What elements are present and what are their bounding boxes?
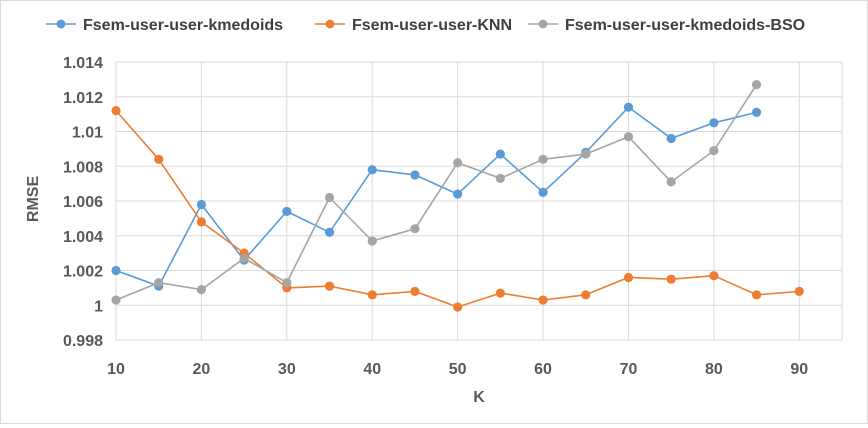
data-point bbox=[623, 132, 634, 142]
data-point bbox=[154, 154, 164, 164]
series-3 bbox=[111, 79, 762, 305]
data-point bbox=[453, 158, 463, 168]
data-point bbox=[794, 286, 804, 296]
x-tick-label: 10 bbox=[107, 361, 125, 378]
data-point bbox=[324, 227, 335, 237]
data-point bbox=[196, 199, 207, 210]
y-tick-label: 1.006 bbox=[63, 194, 103, 211]
data-point bbox=[538, 154, 548, 164]
data-point bbox=[196, 217, 207, 227]
data-point bbox=[709, 271, 719, 281]
data-point bbox=[709, 118, 719, 128]
x-tick-label: 80 bbox=[705, 361, 723, 378]
data-point bbox=[410, 224, 420, 234]
y-tick-label: 1.004 bbox=[63, 229, 103, 246]
x-axis-ticks: 10 20 30 40 50 60 70 80 90 bbox=[107, 361, 808, 378]
legend-item-3: Fsem-user-user-kmedoids-BSO bbox=[528, 17, 805, 34]
x-tick-label: 90 bbox=[790, 361, 808, 378]
series-line bbox=[115, 84, 758, 301]
data-point bbox=[581, 290, 591, 300]
data-point bbox=[709, 146, 719, 156]
data-point bbox=[623, 272, 634, 283]
data-point bbox=[751, 290, 762, 300]
x-tick-label: 20 bbox=[193, 361, 211, 378]
legend-item-1: Fsem-user-user-kmedoids bbox=[46, 17, 283, 34]
y-tick-label: 1.008 bbox=[63, 159, 103, 176]
x-tick-label: 50 bbox=[449, 361, 467, 378]
data-point bbox=[239, 253, 249, 263]
data-point bbox=[282, 206, 292, 217]
x-tick-label: 40 bbox=[363, 361, 381, 378]
data-point bbox=[538, 187, 548, 197]
y-tick-label: 0.998 bbox=[63, 333, 103, 350]
data-point bbox=[111, 295, 121, 305]
x-axis-label: K bbox=[473, 389, 485, 406]
x-tick-label: 30 bbox=[278, 361, 296, 378]
gridlines bbox=[115, 61, 843, 341]
data-point bbox=[410, 286, 420, 296]
data-point bbox=[623, 102, 634, 112]
data-point bbox=[154, 278, 164, 288]
legend: Fsem-user-user-kmedoids Fsem-user-user-KN… bbox=[46, 17, 805, 34]
y-tick-label: 1.012 bbox=[63, 90, 103, 107]
data-point bbox=[324, 192, 335, 203]
data-point bbox=[538, 295, 548, 305]
data-point bbox=[367, 290, 377, 300]
data-point bbox=[751, 107, 762, 117]
series-line bbox=[115, 106, 757, 287]
y-axis-ticks: 0.998 1 1.002 1.004 1.006 1.008 1.01 1.012 1.014 bbox=[63, 55, 103, 350]
data-point bbox=[666, 133, 676, 144]
legend-swatch-marker bbox=[56, 19, 66, 29]
data-point bbox=[495, 173, 505, 184]
data-point bbox=[453, 189, 463, 199]
data-point bbox=[367, 236, 377, 246]
data-point bbox=[666, 274, 676, 284]
data-point bbox=[196, 285, 207, 295]
data-point bbox=[495, 288, 505, 298]
data-point bbox=[111, 106, 121, 116]
data-point bbox=[581, 149, 591, 159]
x-tick-label: 60 bbox=[534, 361, 552, 378]
legend-item-2: Fsem-user-user-KNN bbox=[315, 17, 512, 34]
data-point bbox=[666, 177, 676, 187]
y-tick-label: 1.01 bbox=[72, 125, 103, 142]
data-point bbox=[453, 302, 463, 312]
legend-swatch-marker bbox=[325, 19, 335, 29]
data-point bbox=[410, 170, 420, 180]
y-tick-label: 1.014 bbox=[63, 55, 103, 72]
data-point bbox=[367, 165, 377, 175]
series-layer bbox=[111, 79, 804, 312]
y-axis-label: RMSE bbox=[25, 176, 42, 223]
data-point bbox=[282, 278, 292, 288]
y-tick-label: 1.002 bbox=[63, 264, 103, 281]
legend-label: Fsem-user-user-kmedoids-BSO bbox=[565, 17, 805, 34]
x-tick-label: 70 bbox=[620, 361, 638, 378]
data-point bbox=[495, 149, 505, 159]
legend-label: Fsem-user-user-kmedoids bbox=[83, 17, 283, 34]
data-point bbox=[111, 265, 121, 276]
legend-swatch-marker bbox=[538, 19, 548, 29]
data-point bbox=[751, 79, 762, 90]
y-tick-label: 1 bbox=[94, 298, 103, 315]
legend-label: Fsem-user-user-KNN bbox=[352, 17, 512, 34]
series-2 bbox=[111, 106, 804, 312]
data-point bbox=[324, 281, 335, 291]
